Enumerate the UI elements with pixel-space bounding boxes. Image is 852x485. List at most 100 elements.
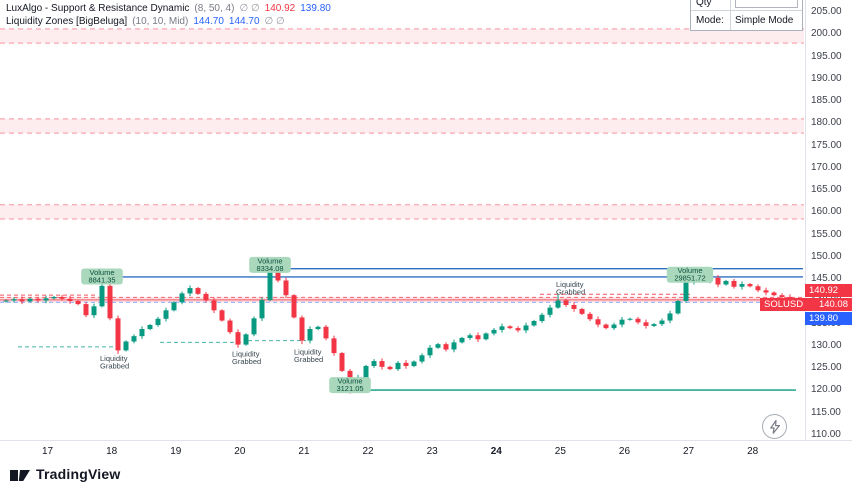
mode-label: Mode: [691,11,731,30]
candle [451,339,457,353]
price-tick: 170.00 [811,161,842,173]
indicator-value: ∅ ∅ [239,3,260,14]
candle [747,282,753,288]
price-tick: 145.00 [811,273,842,285]
candle [491,328,497,336]
candle [427,345,433,359]
candle [771,291,777,297]
time-tick: 25 [554,446,566,457]
indicator-params: (10, 10, Mid) [132,16,189,27]
candle [195,286,201,295]
indicator-title: Liquidity Zones [BigBeluga] [6,16,128,27]
indicator-value: ∅ ∅ [264,16,285,27]
time-axis[interactable]: 17 18 19 20 21 22 23 24 25 26 27 28 [0,440,852,462]
indicator-value: 144.70 [228,16,260,27]
indicator-values: ∅ ∅ 140.92 139.80 [239,3,330,14]
candle [51,295,57,300]
candle [179,291,185,305]
price-tick: 110.00 [811,428,841,440]
svg-text:Grabbed: Grabbed [100,361,129,370]
candle [571,302,577,312]
candle [675,299,681,315]
price-tick: 115.00 [811,406,841,418]
quick-trade-button[interactable] [762,414,787,439]
candle [187,285,193,297]
candle [507,325,513,330]
time-tick: 24 [490,446,502,457]
candle [635,316,641,325]
candle [379,358,385,370]
time-tick: 17 [42,446,54,457]
time-tick: 22 [362,446,374,457]
time-tick: 21 [298,446,310,457]
svg-text:Grabbed: Grabbed [294,355,323,364]
candle [227,318,233,335]
candle [563,298,569,307]
candle [243,333,249,346]
lightning-icon [769,419,780,434]
price-chart-canvas[interactable]: Volume8841.35Volume8334.08Volume3121.05V… [0,0,804,440]
legend-row-luxalgo[interactable]: LuxAlgo - Support & Resistance Dynamic (… [6,2,331,15]
svg-text:Grabbed: Grabbed [556,287,585,296]
price-tick: 160.00 [811,206,842,218]
qty-row: Qty [691,0,802,10]
candle [443,342,449,352]
qty-input[interactable] [735,0,798,8]
candle [539,312,545,323]
indicator-value: 140.92 [264,3,296,14]
candle [731,279,737,289]
candle [251,316,257,337]
time-tick: 26 [618,446,631,457]
candle [123,340,129,352]
candle [67,296,73,304]
candle [723,279,729,286]
price-tick: 165.00 [811,184,842,196]
candle [203,291,209,303]
candle [115,315,121,354]
candle [483,332,489,341]
svg-text:Volume: Volume [89,268,114,277]
candle [339,351,345,372]
indicator-value: 144.70 [193,16,224,27]
price-tick: 155.00 [811,228,842,240]
candle [651,323,657,328]
svg-text:Liquidity: Liquidity [100,354,128,363]
sr-dynamic-zone [0,296,804,303]
candle [547,304,553,318]
candle [587,311,593,322]
candle [315,325,321,331]
liquidity-zone-band [0,204,804,220]
time-tick: 27 [683,446,695,457]
indicator-values: 144.70 144.70 ∅ ∅ [193,16,284,27]
candle [755,284,761,293]
indicator-value: 139.80 [300,3,331,14]
price-tick: 150.00 [811,250,842,262]
sr-lower-price-tag: 139.80 [805,312,852,325]
candle [83,302,89,318]
last-price-tag: SOLUSD 140.08 [760,298,852,311]
qty-label: Qty [691,0,731,10]
candle [595,316,601,328]
tradingview-logo[interactable]: TradingView [10,466,120,482]
price-axis[interactable]: 205.00 200.00 195.00 190.00 185.00 180.00 175.… [805,0,852,462]
candle [3,299,9,303]
candle [387,365,393,371]
legend-row-liquidity-zones[interactable]: Liquidity Zones [BigBeluga] (10, 10, Mid… [6,15,331,28]
candle [779,293,785,299]
price-tick: 130.00 [811,339,842,351]
candle [35,296,41,303]
candle [323,324,329,341]
svg-text:3121.05: 3121.05 [336,384,363,393]
candle [11,297,17,303]
candle [91,303,97,318]
price-tick: 190.00 [811,72,842,84]
candle [155,316,161,327]
price-tick: 195.00 [811,50,842,62]
mode-value[interactable]: Simple Mode [735,15,794,26]
price-tick: 180.00 [811,117,842,129]
svg-text:Liquidity: Liquidity [294,348,322,357]
